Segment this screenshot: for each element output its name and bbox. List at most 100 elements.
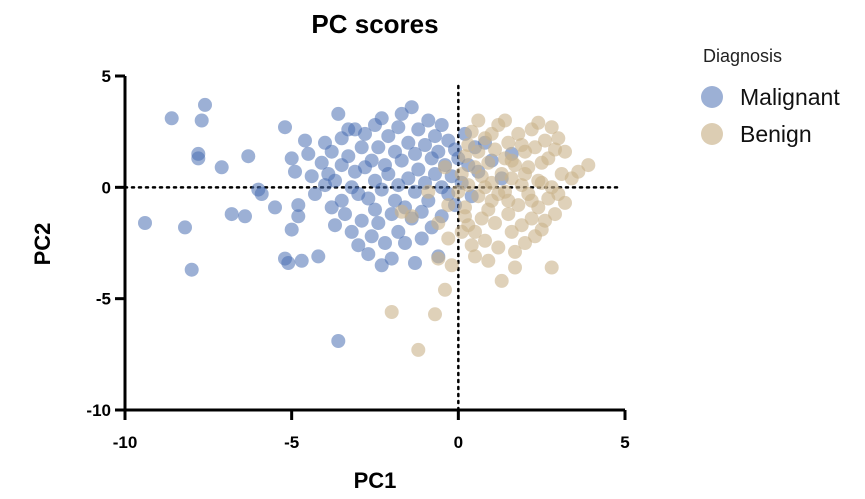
point-malignant [268,200,282,215]
point-malignant [418,138,432,152]
point-benign [494,273,509,288]
point-benign [504,153,519,168]
point-malignant [428,129,442,144]
point-benign [534,175,549,190]
point-malignant [341,149,356,164]
point-malignant [404,100,419,115]
y-tick-label: -10 [86,401,111,420]
point-malignant [434,118,449,132]
point-malignant [384,251,399,266]
series-benign [384,113,596,357]
point-benign [524,211,539,226]
point-benign [501,135,516,150]
point-malignant [191,151,206,166]
point-malignant [414,231,429,246]
point-benign [581,158,596,173]
point-malignant [328,173,342,188]
point-malignant [331,334,346,348]
legend: Diagnosis Malignant Benign [701,46,840,147]
point-benign [468,224,482,239]
point-malignant [381,129,396,144]
point-malignant [184,262,199,277]
point-benign [554,167,569,181]
point-malignant [361,191,376,206]
point-malignant [358,126,372,141]
point-benign [431,251,446,266]
point-benign [548,207,562,222]
point-benign [551,131,566,146]
point-benign [441,198,456,213]
point-benign [471,113,486,128]
point-malignant [401,171,416,186]
point-malignant [428,167,442,181]
point-benign [384,305,399,319]
point-malignant [374,182,389,197]
x-tick-label: -10 [113,433,138,452]
point-benign [468,249,482,264]
x-tick-label: 0 [454,433,463,452]
point-malignant [294,253,309,268]
y-tick-label: 5 [102,67,111,86]
legend-swatch-malignant [701,86,723,108]
point-malignant [284,222,299,237]
point-malignant [284,151,299,166]
point-benign [544,260,559,275]
y-tick-label: 0 [102,178,111,197]
point-malignant [391,224,406,239]
point-benign [461,178,476,193]
point-benign [484,126,499,141]
point-benign [431,216,446,230]
point-malignant [314,155,329,170]
point-malignant [344,224,359,239]
point-malignant [254,187,269,201]
x-axis-title: PC1 [354,468,397,493]
point-malignant [351,238,366,253]
point-malignant [338,207,352,222]
point-malignant [354,140,369,155]
point-benign [518,167,532,181]
point-malignant [301,146,316,161]
point-malignant [364,153,379,168]
point-malignant [431,144,446,159]
point-benign [501,207,516,222]
point-benign [444,258,459,273]
point-benign [458,209,472,224]
point-malignant [411,162,426,177]
point-malignant [408,184,422,199]
point-benign [508,244,522,259]
point-benign [471,144,486,159]
point-malignant [374,111,389,126]
legend-swatch-benign [701,123,723,145]
point-malignant [374,258,389,273]
point-benign [514,178,529,193]
point-malignant [278,120,292,135]
point-malignant [214,160,229,175]
point-benign [508,260,522,275]
point-benign [518,236,532,250]
point-benign [504,224,519,239]
point-benign [428,307,442,322]
y-tick-label: -5 [96,290,111,309]
point-benign [491,240,506,255]
point-malignant [324,144,339,159]
series-malignant [138,97,519,348]
point-malignant [334,193,349,208]
legend-title: Diagnosis [703,46,782,66]
reference-lines [123,84,620,412]
point-malignant [361,247,376,262]
point-malignant [411,122,426,137]
point-benign [538,133,552,148]
point-benign [501,193,516,208]
point-benign [481,253,496,268]
point-malignant [398,236,412,250]
legend-label-malignant: Malignant [740,84,840,110]
point-benign [494,167,509,181]
point-malignant [371,216,386,230]
point-benign [411,342,426,357]
point-malignant [391,178,406,193]
point-benign [514,138,529,152]
point-benign [498,113,512,128]
point-benign [571,164,586,179]
point-malignant [198,97,212,112]
